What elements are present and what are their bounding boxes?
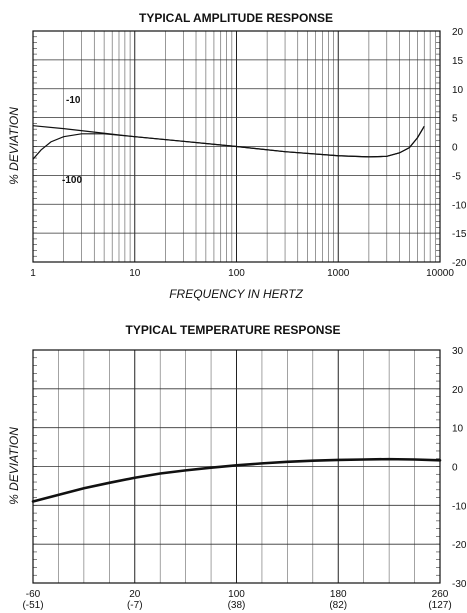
temperature-x-tick-f-260: 260 [432, 589, 449, 600]
amplitude-y-tick-10: -10 [452, 200, 467, 211]
amplitude-chart-title: TYPICAL AMPLITUDE RESPONSE [139, 11, 333, 25]
amplitude-x-tick-10: 10 [129, 268, 141, 279]
series-label-minus-100: -100 [62, 175, 82, 186]
amplitude-series-line-10 [32, 125, 425, 158]
amplitude-y-tick-5: -5 [452, 171, 461, 182]
amplitude-x-axis-label: FREQUENCY IN HERTZ [169, 287, 303, 301]
temperature-y-tick-30: 30 [452, 346, 464, 357]
amplitude-y-tick-20: -20 [452, 258, 467, 269]
temperature-x-tick-f-180: 180 [330, 589, 347, 600]
temperature-chart-title: TYPICAL TEMPERATURE RESPONSE [126, 323, 341, 337]
amplitude-y-tick-0: 0 [452, 143, 458, 154]
temperature-y-tick-20: -20 [452, 540, 467, 551]
amplitude-x-tick-1000: 1000 [327, 268, 350, 279]
temperature-plot-frame [32, 349, 441, 584]
amplitude-plot-frame [32, 30, 441, 263]
amplitude-grid [32, 30, 441, 263]
temperature-x-tick-f-100: 100 [228, 589, 245, 600]
temperature-y-tick-30: -30 [452, 579, 467, 590]
amplitude-series-line-100 [32, 125, 425, 160]
temperature-x-tick-c-51: (-51) [22, 600, 43, 611]
amplitude-x-tick-10000: 10000 [426, 268, 454, 279]
temperature-x-tick-c-7: (-7) [127, 600, 143, 611]
temperature-y-axis-label: % DEVIATION [7, 427, 21, 505]
temperature-chart: TYPICAL TEMPERATURE RESPONSE -60(-51)20(… [7, 323, 467, 611]
amplitude-y-axis-label: % DEVIATION [7, 107, 21, 185]
temperature-x-tick-c-127: (127) [428, 600, 451, 611]
temperature-tick-labels: -60(-51)20(-7)100(38)180(82)260(127)3020… [22, 346, 466, 611]
series-label-minus-10: -10 [66, 95, 81, 106]
temperature-x-tick-f-20: 20 [129, 589, 141, 600]
amplitude-chart: TYPICAL AMPLITUDE RESPONSE 1 10 100 1000 100… [7, 11, 467, 301]
amplitude-y-tick-10: 10 [452, 85, 464, 96]
amplitude-series [32, 125, 425, 160]
temperature-series [31, 457, 442, 503]
temperature-x-tick-c-38: (38) [228, 600, 246, 611]
temperature-y-tick-0: 0 [452, 463, 458, 474]
temperature-series-line [31, 457, 442, 503]
amplitude-y-tick-15: 15 [452, 56, 464, 67]
temperature-x-tick-c-82: (82) [329, 600, 347, 611]
amplitude-y-tick-20: 20 [452, 27, 464, 38]
amplitude-x-tick-100: 100 [228, 268, 245, 279]
amplitude-x-tick-1: 1 [30, 268, 36, 279]
amplitude-y-tick-15: -15 [452, 229, 467, 240]
amplitude-y-tick-5: 5 [452, 114, 458, 125]
temperature-y-tick-10: 10 [452, 424, 464, 435]
temperature-y-tick-10: -10 [452, 501, 467, 512]
temperature-x-tick-f-60: -60 [26, 589, 41, 600]
amplitude-tick-labels: 1 10 100 1000 10000 20 15 10 5 0 -5 -10 -15 -20 [30, 27, 467, 279]
temperature-y-tick-20: 20 [452, 385, 464, 396]
